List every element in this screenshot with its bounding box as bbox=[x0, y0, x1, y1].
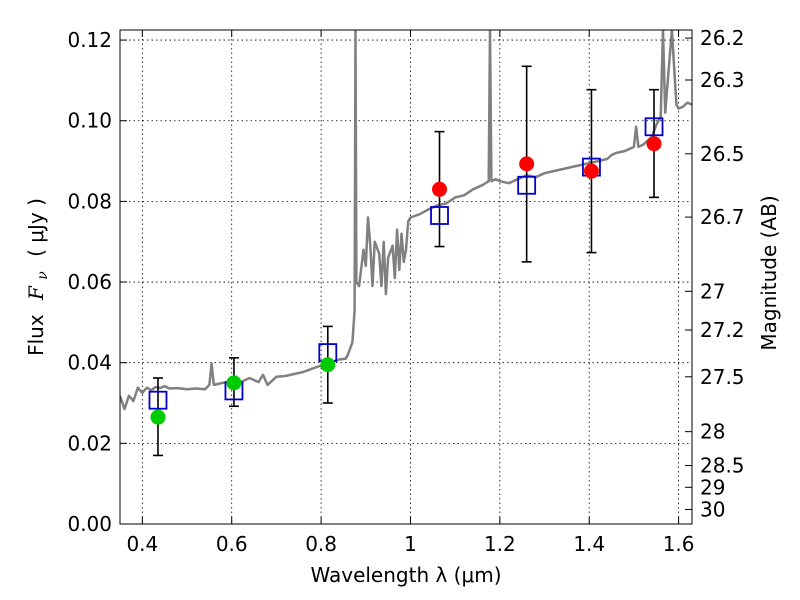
observed-photometry-dot bbox=[226, 375, 242, 391]
y-tick-label: 0.08 bbox=[67, 189, 112, 213]
right-tick-label: 30 bbox=[700, 497, 725, 521]
x-tick-label: 0.4 bbox=[126, 532, 158, 556]
right-tick-label: 28.5 bbox=[700, 454, 745, 478]
x-axis-label: Wavelength λ (μm) bbox=[310, 563, 501, 587]
right-tick-label: 27 bbox=[700, 279, 725, 303]
right-tick-label: 26.2 bbox=[700, 26, 745, 50]
x-tick-label: 0.6 bbox=[216, 532, 248, 556]
right-tick-label: 29 bbox=[700, 475, 725, 499]
error-bars bbox=[152, 65, 660, 457]
right-tick-label: 26.5 bbox=[700, 142, 745, 166]
y-axis-label-subscript: ν bbox=[35, 271, 51, 280]
synthetic-photometry-markers bbox=[148, 117, 664, 410]
tick-labels: 0.4 0.6 0.8 1 1.2 1.4 1.6 0.00 0.02 0.04 0.06 0.08 0… bbox=[67, 26, 744, 556]
y-axis-label-units: ( μJy ) bbox=[24, 198, 48, 257]
synthetic-photometry-square bbox=[517, 175, 537, 195]
y-tick-label: 0.00 bbox=[67, 512, 112, 536]
plot-area bbox=[120, 30, 692, 457]
right-axis-label: Magnitude (AB) bbox=[757, 195, 781, 350]
svg-text:Flux F ν ( μ: Flux F ν ( μJy ) bbox=[24, 198, 52, 356]
observed-photometry-dot bbox=[519, 156, 535, 172]
y-axis-label-text: Flux bbox=[24, 314, 48, 356]
right-tick-label: 26.7 bbox=[700, 205, 745, 229]
plot-frame bbox=[119, 29, 693, 525]
right-tick-label: 28 bbox=[700, 420, 725, 444]
x-tick-label: 1.6 bbox=[663, 532, 695, 556]
y-axis-label: Flux F ν ( μJy ) bbox=[24, 198, 52, 356]
x-tick-label: 0.8 bbox=[305, 532, 337, 556]
observed-photometry-dot bbox=[150, 409, 166, 425]
synthetic-photometry-square bbox=[148, 390, 168, 410]
y-tick-label: 0.10 bbox=[67, 109, 112, 133]
x-tick-label: 1.4 bbox=[573, 532, 605, 556]
right-tick-label: 27.2 bbox=[700, 318, 745, 342]
grid bbox=[120, 30, 692, 524]
y-tick-label: 0.02 bbox=[67, 431, 112, 455]
right-tick-label: 26.3 bbox=[700, 68, 745, 92]
observed-photometry-dot bbox=[432, 181, 448, 197]
synthetic-photometry-square bbox=[644, 117, 664, 137]
x-tick-label: 1 bbox=[404, 532, 417, 556]
right-tick-label: 27.5 bbox=[700, 365, 745, 389]
y-tick-label: 0.04 bbox=[67, 351, 112, 375]
observed-photometry-dot bbox=[320, 357, 336, 373]
x-tick-label: 1.2 bbox=[484, 532, 516, 556]
observed-photometry-dot bbox=[646, 136, 662, 152]
observed-photometry-markers bbox=[150, 136, 662, 425]
y-tick-label: 0.12 bbox=[67, 28, 112, 52]
observed-photometry-dot bbox=[583, 163, 599, 179]
y-tick-label: 0.06 bbox=[67, 270, 112, 294]
model-spectrum-line bbox=[120, 30, 692, 411]
axis-ticks bbox=[120, 30, 692, 525]
y-axis-label-symbol: F bbox=[24, 285, 48, 301]
synthetic-photometry-square bbox=[430, 206, 449, 225]
